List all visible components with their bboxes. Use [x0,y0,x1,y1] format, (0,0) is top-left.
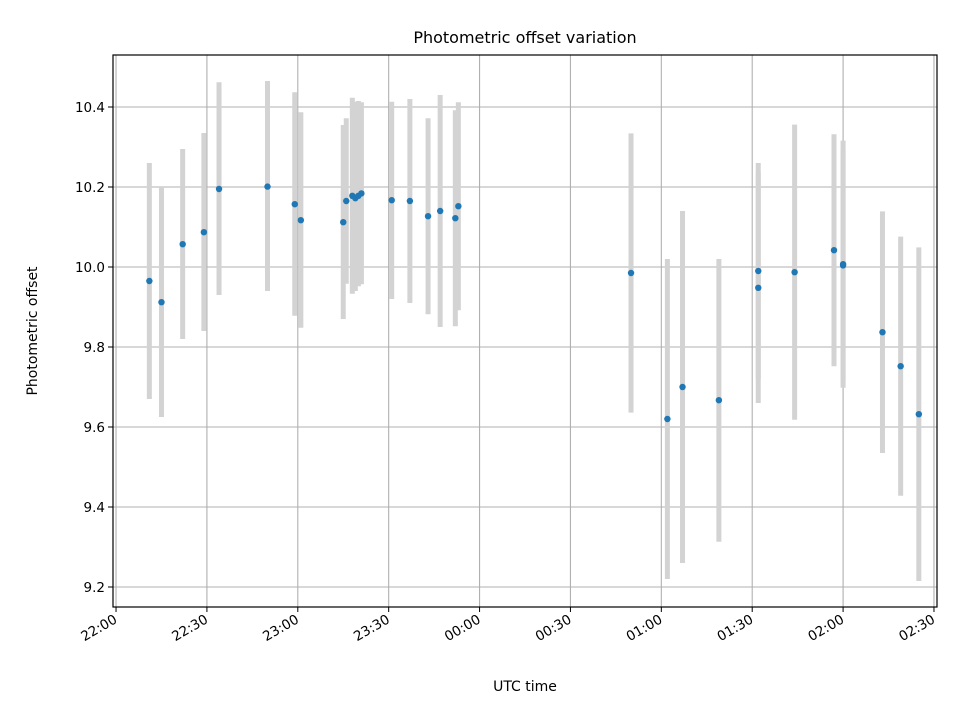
y-tick-label: 9.4 [84,500,105,516]
data-point [715,397,723,404]
y-tick-label: 10.4 [75,100,105,116]
y-tick-label: 9.8 [84,340,105,356]
x-axis-label: UTC time [493,679,557,695]
data-point [839,262,847,269]
data-point [830,247,838,254]
gridlines [113,55,937,607]
data-point [455,203,462,210]
x-tick-label: 00:30 [533,612,575,645]
data-point [755,284,762,291]
x-tick-label: 02:00 [805,612,847,645]
data-point [436,207,444,215]
chart-title: Photometric offset variation [413,28,636,47]
y-tick-label: 9.2 [84,580,105,596]
y-tick-label: 10.0 [75,260,105,276]
y-axis-label: Photometric offset [25,266,41,396]
data-point [291,201,298,208]
data-point [358,190,365,197]
x-tick-label: 00:00 [442,612,484,645]
data-point [297,217,305,224]
data-point [340,219,347,226]
data-point [424,213,432,220]
data-point [146,277,153,285]
error-bars [146,81,922,581]
data-point [343,197,350,205]
x-tick-label: 01:30 [715,612,757,645]
data-point [679,383,686,391]
data-point [879,329,886,336]
x-tick-label: 23:30 [351,612,393,645]
data-point [897,363,904,370]
data-point [452,215,459,222]
data-point [388,197,395,204]
data-point [215,185,223,193]
data-point [158,299,165,306]
data-point [627,269,635,277]
y-axis-ticks: 9.2 9.4 9.6 9.8 10.0 10.2 10.4 [75,100,113,596]
x-tick-label: 22:30 [169,612,211,645]
x-tick-label: 02:30 [896,612,938,645]
data-point [664,415,671,423]
data-point [179,241,186,248]
data-point [264,183,271,190]
y-tick-label: 9.6 [84,420,105,436]
data-point [791,269,798,276]
x-tick-label: 01:00 [624,612,666,645]
data-point [200,229,208,236]
data-point [406,197,414,205]
y-tick-label: 10.2 [75,180,105,196]
data-point [915,411,923,418]
x-tick-label: 22:00 [78,612,120,645]
x-axis-ticks: 22:00 22:30 23:00 23:30 00:00 00:30 01:00 01:30… [78,607,938,645]
plot-area-frame [112,54,938,608]
data-point [755,267,762,275]
data-points [146,183,923,423]
x-tick-label: 23:00 [260,612,302,645]
